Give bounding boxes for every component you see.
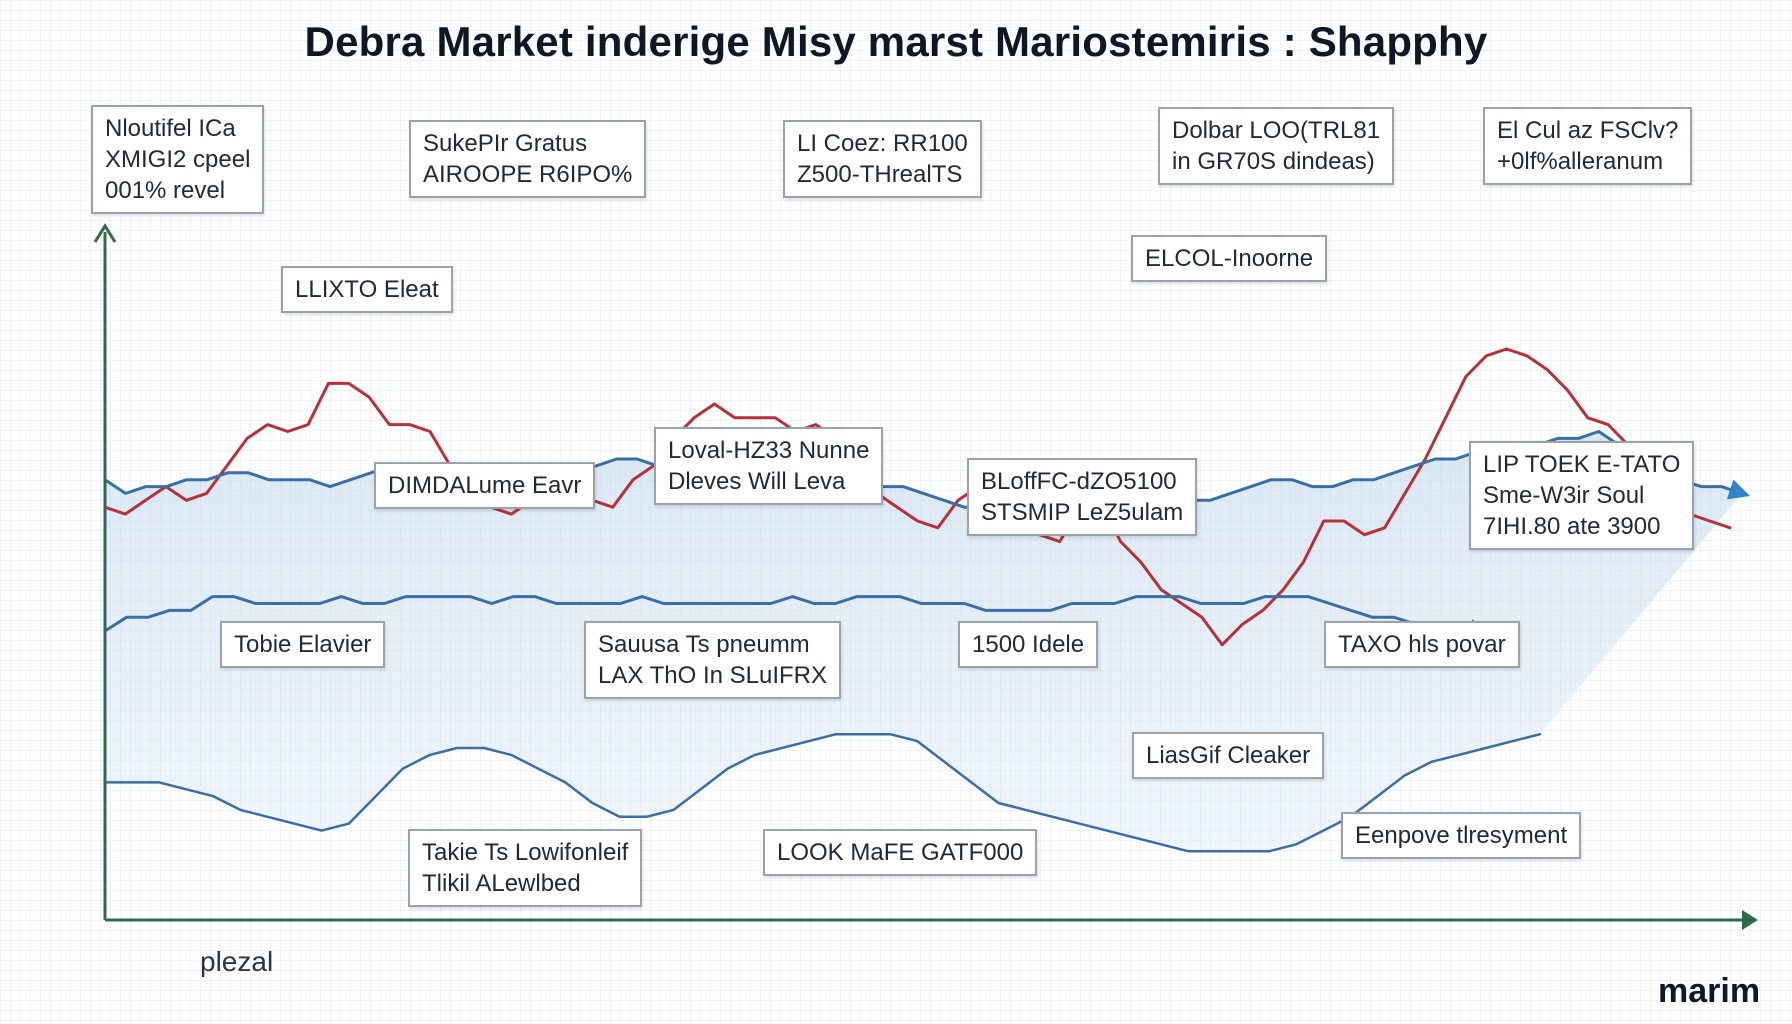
- y-axis-arrow: [93, 223, 117, 243]
- annotation-label: LiasGif Cleaker: [1132, 732, 1325, 779]
- annotation-label: Dolbar LOO(TRL81 in GR70S dindeas): [1158, 107, 1395, 185]
- annotation-label: Eenpove tlresyment: [1341, 812, 1582, 859]
- annotation-label: BLoffFC-dZO5100 STSMIP LeZ5ulam: [967, 458, 1198, 536]
- series-line-3: [103, 595, 1487, 637]
- annotation-label: 1500 Idele: [958, 621, 1099, 668]
- chart-title: Debra Market inderige Misy marst Mariost…: [304, 18, 1488, 65]
- annotation-label: ELCOL-Inoorne: [1131, 235, 1328, 282]
- annotation-label: Sauusa Ts pneumm LAX ThO In SLuIFRX: [584, 621, 841, 699]
- shaded-area: [105, 431, 1742, 852]
- annotation-label: DIMDALume Eavr: [374, 462, 596, 509]
- annotation-label: LI Coez: RR100 Z500-THrealTS: [783, 120, 982, 198]
- annotation-label: LLIXTO Eleat: [281, 266, 453, 313]
- annotation-label: TAXO hls povar: [1324, 621, 1520, 668]
- annotation-label: Nloutifel ICa XMIGI2 cpeel 001% revel: [91, 105, 265, 214]
- annotation-label: SukePIr Gratus AIROOPE R6IPO%: [409, 120, 647, 198]
- x-axis-arrow: [1742, 910, 1758, 930]
- series-line-4: [103, 732, 1542, 853]
- annotation-label: LIP TOEK E-TATO Sme-W3ir Soul 7IHI.80 at…: [1469, 441, 1695, 550]
- x-axis-label: plezal: [200, 946, 274, 977]
- annotation-label: LOOK MaFE GATF000: [763, 829, 1038, 876]
- brand-logo-text: marim: [1658, 972, 1761, 1010]
- annotation-label: Takie Ts Lowifonleif Tlikil ALewlbed: [408, 829, 643, 907]
- annotation-label: El Cul az FSClv? +0lf%alleranum: [1483, 107, 1693, 185]
- annotation-label: Loval-HZ33 Nunne Dleves Will Leva: [654, 427, 884, 505]
- annotation-label: Tobie Elavier: [220, 621, 386, 668]
- axes: [93, 223, 1758, 930]
- series-line-1: [103, 347, 1732, 647]
